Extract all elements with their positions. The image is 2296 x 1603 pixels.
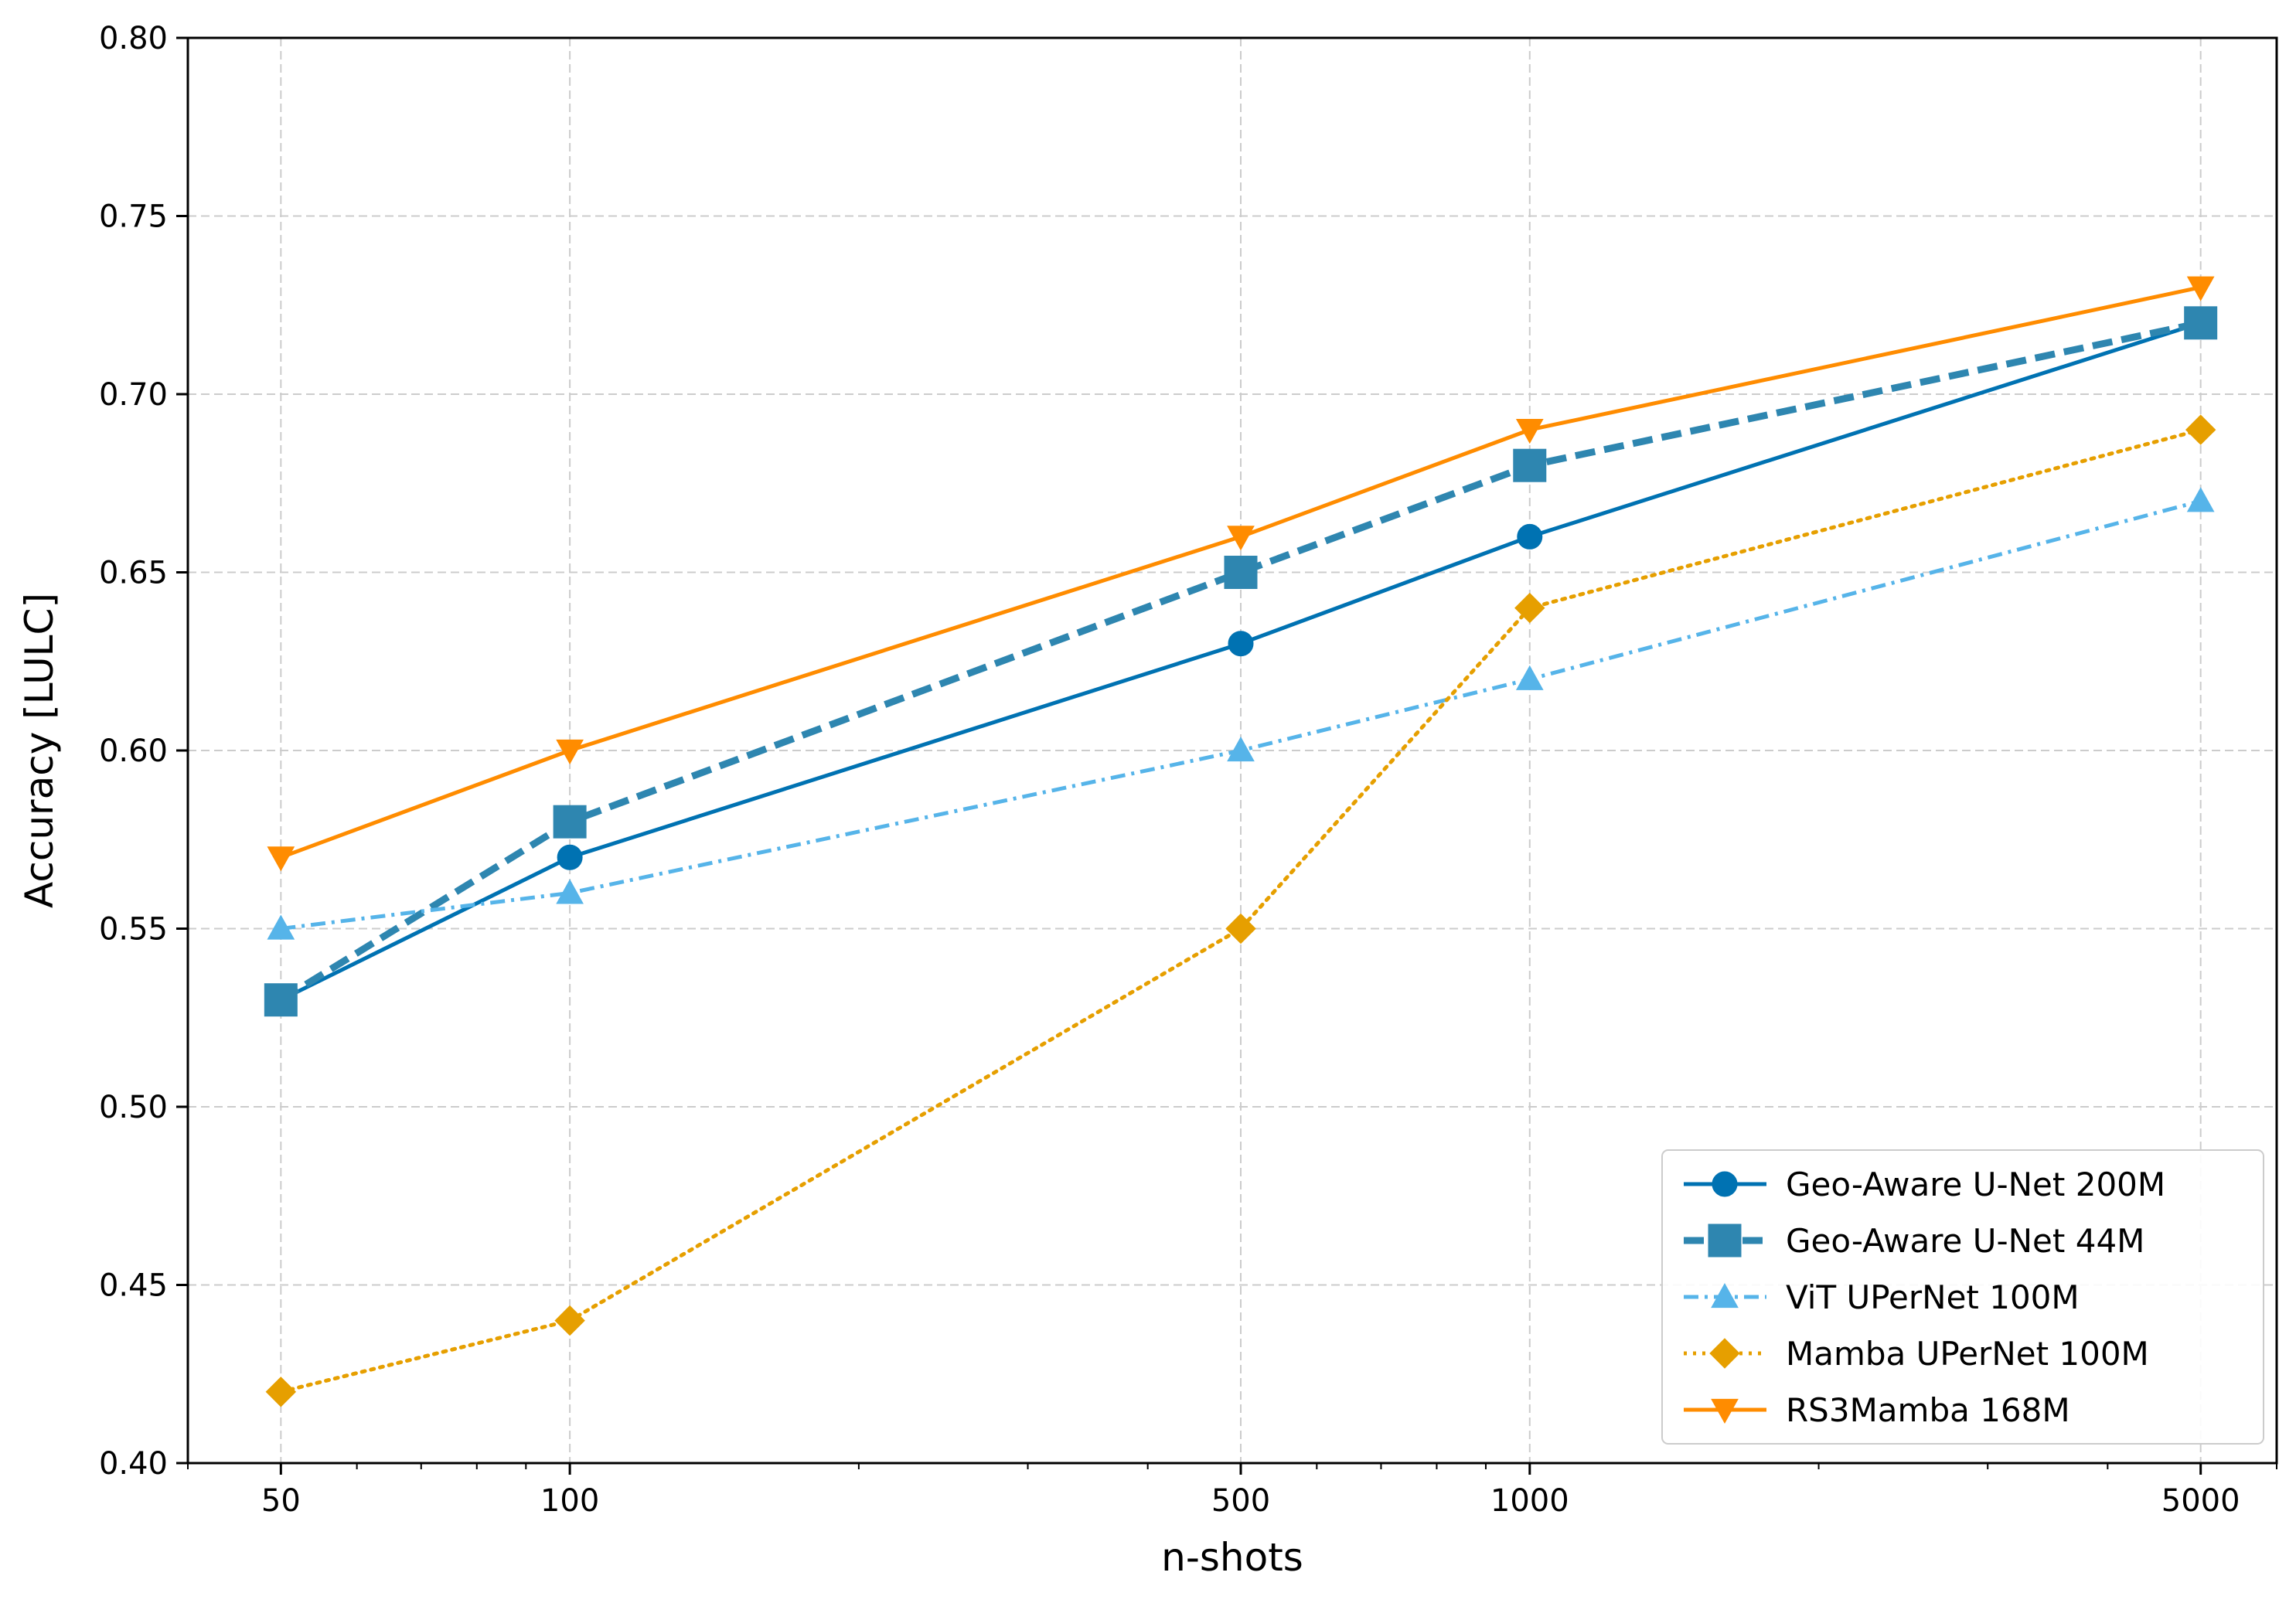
legend-item: Geo-Aware U-Net 44M bbox=[1684, 1222, 2144, 1260]
x-tick-label: 500 bbox=[1211, 1483, 1270, 1519]
y-tick-label: 0.80 bbox=[99, 21, 168, 56]
legend-label: ViT UPerNet 100M bbox=[1786, 1278, 2080, 1316]
data-point bbox=[1517, 523, 1543, 550]
data-point bbox=[1513, 448, 1547, 482]
data-point bbox=[1227, 736, 1255, 762]
legend-item: ViT UPerNet 100M bbox=[1684, 1278, 2080, 1316]
legend-label: Geo-Aware U-Net 200M bbox=[1786, 1166, 2165, 1203]
series-4 bbox=[267, 276, 2215, 872]
y-tick-label: 0.50 bbox=[99, 1090, 168, 1125]
data-point bbox=[267, 914, 295, 940]
y-tick-label: 0.75 bbox=[99, 199, 168, 235]
y-tick-label: 0.45 bbox=[99, 1268, 168, 1304]
legend-marker bbox=[1709, 1338, 1740, 1369]
legend-label: RS3Mamba 168M bbox=[1786, 1391, 2070, 1429]
y-axis: 0.40 0.45 0.50 0.55 0.60 0.65 0.70 0.75 0.80 bbox=[99, 21, 188, 1482]
legend: Geo-Aware U-Net 200M Geo-Aware U-Net 44M V… bbox=[1661, 1149, 2264, 1445]
y-tick-label: 0.70 bbox=[99, 377, 168, 413]
series-line bbox=[278, 319, 2202, 1003]
x-tick-label: 5000 bbox=[2161, 1483, 2240, 1519]
data-point bbox=[1224, 556, 1258, 589]
y-tick-label: 0.65 bbox=[99, 556, 168, 591]
data-point bbox=[1515, 419, 1544, 444]
legend-marker bbox=[1712, 1171, 1738, 1197]
x-axis-title: n-shots bbox=[1161, 1535, 1303, 1580]
y-tick-label: 0.55 bbox=[99, 912, 168, 948]
data-point bbox=[1515, 665, 1544, 690]
x-tick-label: 100 bbox=[540, 1483, 599, 1519]
series-1 bbox=[264, 306, 2218, 1017]
data-point bbox=[1228, 631, 1254, 657]
legend-marker bbox=[1708, 1224, 1742, 1258]
x-tick-label: 1000 bbox=[1490, 1483, 1569, 1519]
data-point bbox=[265, 1377, 297, 1407]
data-point bbox=[1227, 526, 1255, 551]
data-point bbox=[2186, 276, 2215, 301]
data-point bbox=[557, 844, 583, 870]
y-tick-label: 0.60 bbox=[99, 733, 168, 769]
data-point bbox=[2186, 487, 2215, 512]
data-point bbox=[2184, 306, 2218, 340]
data-point bbox=[264, 983, 298, 1017]
data-point bbox=[2185, 414, 2216, 445]
legend-item: Geo-Aware U-Net 200M bbox=[1684, 1166, 2165, 1203]
y-axis-title: Accuracy [LULC] bbox=[17, 593, 62, 908]
legend-label: Mamba UPerNet 100M bbox=[1786, 1335, 2149, 1373]
legend-marker bbox=[1711, 1282, 1739, 1309]
series-layer bbox=[264, 276, 2218, 1407]
legend-box bbox=[1661, 1149, 2264, 1445]
legend-item: RS3Mamba 168M bbox=[1684, 1391, 2070, 1429]
series-3 bbox=[265, 414, 2216, 1407]
legend-item: Mamba UPerNet 100M bbox=[1684, 1335, 2149, 1373]
x-tick-label: 50 bbox=[261, 1483, 301, 1519]
data-point bbox=[553, 805, 587, 839]
data-point bbox=[267, 846, 295, 872]
series-2 bbox=[267, 487, 2215, 940]
data-point bbox=[1514, 592, 1545, 624]
data-point bbox=[554, 1305, 585, 1336]
legend-label: Geo-Aware U-Net 44M bbox=[1786, 1222, 2144, 1260]
data-point bbox=[556, 739, 584, 765]
y-tick-label: 0.40 bbox=[99, 1446, 168, 1482]
data-point bbox=[1225, 913, 1256, 944]
legend-marker bbox=[1711, 1398, 1739, 1424]
x-axis: 50 100 500 1000 5000 bbox=[261, 1463, 2240, 1519]
data-point bbox=[556, 879, 584, 904]
